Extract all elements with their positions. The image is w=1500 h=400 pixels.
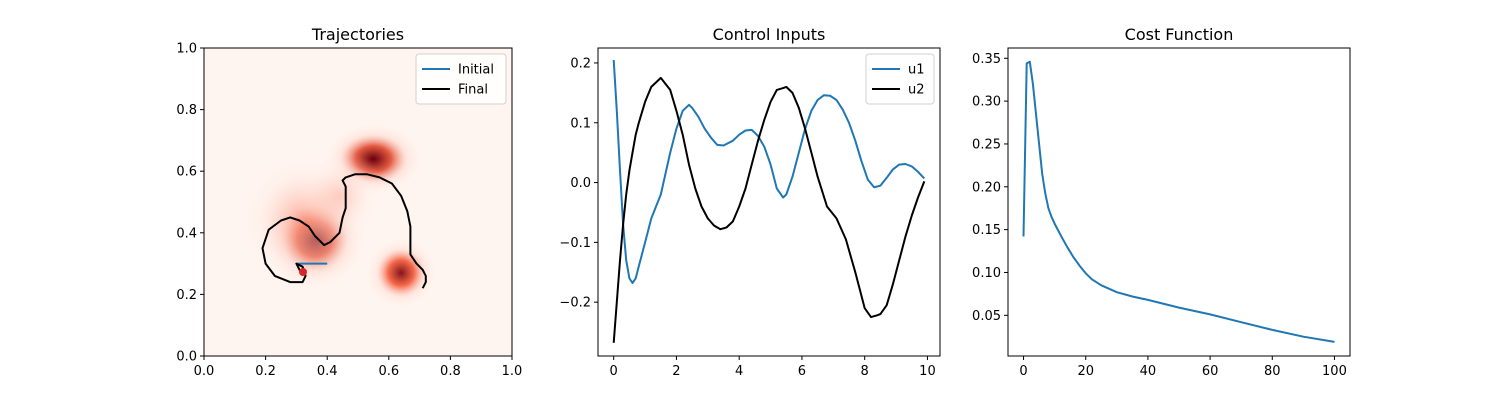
trajectories-chart: 0.0 0.2 0.4 0.6 0.8 1.0 0.0 0.2 0.4 0.6 0.8 1.0 Tra…: [176, 25, 522, 379]
control-inputs-chart: 0 2 4 6 8 10−0.2−0.10.00.10.2 Control Inputs …: [559, 25, 941, 379]
series-line-u1: [612, 59, 926, 284]
y-tick-label: 0.35: [972, 52, 1001, 67]
y-tick-label: 0.25: [972, 137, 1001, 152]
x-tick-label: 0.4: [317, 364, 338, 379]
y-tick-label: 0.05: [972, 309, 1001, 324]
y-tick-label: 0.1: [570, 116, 591, 131]
legend-label: u1: [908, 63, 925, 78]
x-tick-label: 40: [1140, 364, 1157, 379]
chart-title: Control Inputs: [713, 25, 826, 44]
axis-ticks: 0 2 4 6 8 10 −0.2 −0.1 0.0 0.1 0.2: [559, 56, 935, 379]
y-tick-label: 0.2: [570, 56, 591, 71]
series-line-final: [261, 173, 427, 289]
x-tick-label: 4: [735, 364, 743, 379]
y-tick-label: 0.30: [972, 95, 1001, 110]
x-tick-label: 60: [1202, 364, 1219, 379]
heatmap: [231, 121, 439, 310]
legend-box: [865, 53, 935, 105]
y-tick-label: 0.0: [176, 350, 197, 365]
y-tick-label: 1.0: [176, 42, 197, 57]
legend-label: Initial: [458, 63, 494, 78]
axis-ticks: 0.0 0.2 0.4 0.6 0.8 1.0 0.0 0.2 0.4 0.6 0.8 1.0: [176, 42, 522, 380]
x-tick-label: 10: [919, 364, 936, 379]
y-tick-label: −0.2: [559, 296, 591, 311]
y-tick-label: −0.1: [559, 236, 591, 251]
heatmap-blob: [364, 235, 439, 310]
axes-frame: [1007, 47, 1351, 357]
plot-lines: [261, 173, 427, 289]
plot-lines: [612, 59, 926, 343]
axes-frame: [597, 47, 941, 357]
heatmap-blob: [293, 149, 386, 243]
plot-lines: [1022, 60, 1335, 343]
y-tick-label: 0.2: [176, 288, 197, 303]
x-tick-label: 0.0: [194, 364, 215, 379]
x-tick-label: 0.6: [378, 364, 399, 379]
chart-title: Cost Function: [1125, 25, 1234, 44]
x-tick-label: 20: [1077, 364, 1094, 379]
x-tick-label: 6: [798, 364, 806, 379]
x-tick-label: 100: [1322, 364, 1347, 379]
y-tick-label: 0.20: [972, 180, 1001, 195]
x-tick-label: 0.8: [440, 364, 461, 379]
legend-label: u2: [908, 83, 925, 98]
axis-ticks: 0 20 40 60 80 100 0.05 0.10 0.15 0.20 0.25 0.30 0.35: [972, 52, 1347, 379]
x-tick-label: 8: [861, 364, 869, 379]
legend-label: Final: [458, 83, 488, 98]
x-tick-label: 1.0: [502, 364, 523, 379]
x-tick-label: 0: [610, 364, 618, 379]
x-tick-label: 80: [1264, 364, 1281, 379]
chart-title: Trajectories: [311, 25, 404, 44]
legend: Initial Final: [415, 53, 507, 105]
start-point: [299, 268, 307, 276]
cost-function-chart: 0 20 40 60 80 100 0.05 0.10 0.15 0.20 0.25 0.30 0.35…: [972, 25, 1351, 379]
y-tick-label: 0.4: [176, 226, 197, 241]
x-tick-label: 0: [1019, 364, 1027, 379]
series-line-cost: [1022, 60, 1335, 343]
y-tick-label: 0.0: [570, 176, 591, 191]
x-tick-label: 0.2: [255, 364, 276, 379]
axes-frame: [203, 47, 513, 357]
y-tick-label: 0.8: [176, 103, 197, 118]
y-tick-label: 0.10: [972, 266, 1001, 281]
y-tick-label: 0.6: [176, 165, 197, 180]
legend-box: [415, 53, 507, 105]
series-line-u2: [612, 76, 926, 343]
y-tick-label: 0.15: [972, 223, 1001, 238]
x-tick-label: 2: [672, 364, 680, 379]
